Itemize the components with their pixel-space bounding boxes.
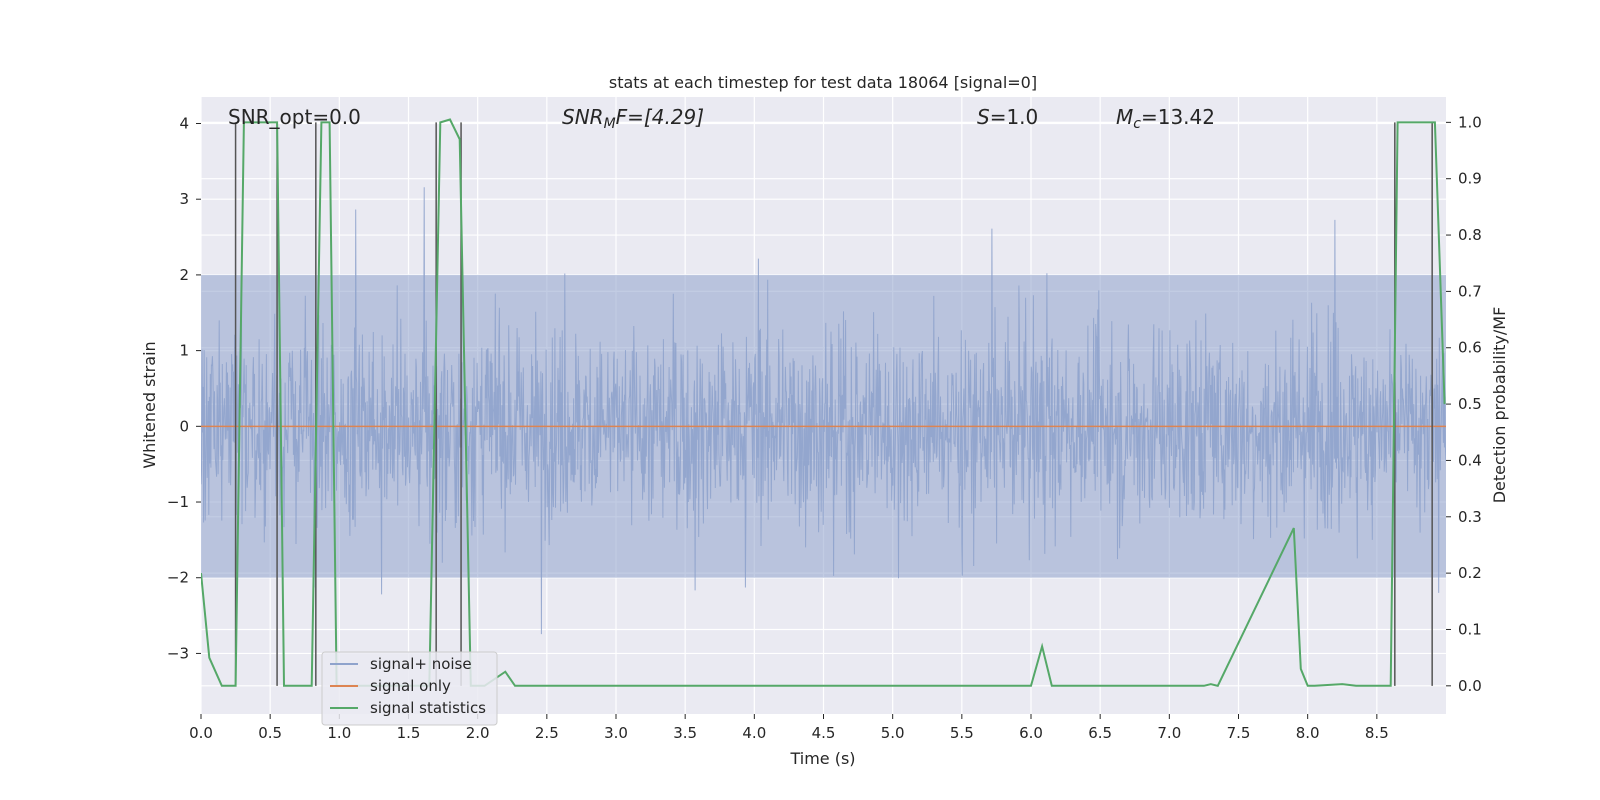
- y-right-tick-5: 0.5: [1458, 395, 1482, 413]
- legend-box: [321, 651, 498, 726]
- y-left-axis-label: Whitened strain: [140, 341, 159, 468]
- x-tick-4: 2.0: [466, 724, 490, 742]
- x-axis-label: Time (s): [789, 749, 855, 768]
- s-symbol: S: [977, 105, 990, 129]
- y-left-tick-5: 2: [179, 266, 189, 284]
- x-axis-ticks: 0.0 0.5 1.0 1.5 2.0 2.5 3.0 3.5 4.0 4.5 5.0 5.5 6.0 6…: [189, 714, 1389, 742]
- x-tick-10: 5.0: [881, 724, 905, 742]
- legend-label-signal-noise: signal+ noise: [370, 655, 472, 673]
- mc-subscript: c: [1133, 116, 1141, 132]
- series-signal-statistics: [201, 118, 1446, 687]
- noise-trace: [201, 187, 1446, 635]
- annotation-s: S=1.0: [977, 105, 1038, 129]
- y-right-tick-8: 0.8: [1458, 226, 1482, 244]
- x-tick-14: 7.0: [1157, 724, 1181, 742]
- annotation-snr-mf: SNRMF=[4.29]: [562, 105, 704, 132]
- y-right-tick-1: 0.1: [1458, 620, 1482, 638]
- y-right-tick-6: 0.6: [1458, 339, 1482, 357]
- x-tick-13: 6.5: [1088, 724, 1112, 742]
- y-right-tick-3: 0.3: [1458, 508, 1482, 526]
- y-left-tick-3: 0: [179, 417, 189, 435]
- x-tick-5: 2.5: [535, 724, 559, 742]
- x-tick-3: 1.5: [397, 724, 421, 742]
- x-tick-15: 7.5: [1227, 724, 1251, 742]
- x-tick-7: 3.5: [673, 724, 697, 742]
- mc-symbol: M: [1116, 105, 1133, 129]
- legend: signal+ noise signal only signal statist…: [321, 651, 498, 726]
- y-left-tick-1: −2: [167, 569, 189, 587]
- x-tick-16: 8.0: [1296, 724, 1320, 742]
- x-tick-0: 0.0: [189, 724, 213, 742]
- y-left-tick-7: 4: [179, 114, 189, 132]
- x-tick-11: 5.5: [950, 724, 974, 742]
- x-tick-6: 3.0: [604, 724, 628, 742]
- y-right-tick-9: 0.9: [1458, 170, 1482, 188]
- y-left-tick-0: −3: [167, 644, 189, 662]
- y-right-axis-ticks: 0.0 0.1 0.2 0.3 0.4 0.5 0.6 0.7 0.8 0.9 1.0: [1446, 113, 1482, 695]
- annotation-mc: Mc=13.42: [1116, 105, 1215, 132]
- y-right-tick-2: 0.2: [1458, 564, 1482, 582]
- x-tick-1: 0.5: [258, 724, 282, 742]
- y-left-tick-2: −1: [167, 493, 189, 511]
- y-left-axis-ticks: −3 −2 −1 0 1 2 3 4: [167, 114, 201, 662]
- y-right-axis-label: Detection probability/MF: [1490, 307, 1509, 504]
- y-right-tick-0: 0.0: [1458, 677, 1482, 695]
- legend-label-signal-statistics: signal statistics: [370, 699, 486, 717]
- y-left-tick-4: 1: [179, 342, 189, 360]
- snr-mf-value: F=[4.29]: [616, 105, 704, 129]
- y-left-tick-6: 3: [179, 190, 189, 208]
- chart-title: stats at each timestep for test data 180…: [609, 73, 1037, 92]
- snr-mf-subscript: M: [604, 116, 616, 132]
- mc-value: =13.42: [1141, 105, 1215, 129]
- x-tick-8: 4.0: [742, 724, 766, 742]
- y-right-tick-10: 1.0: [1458, 113, 1482, 131]
- s-value: =1.0: [990, 105, 1039, 129]
- x-tick-2: 1.0: [327, 724, 351, 742]
- annotation-snr-opt: SNR_opt=0.0: [228, 105, 361, 129]
- y-right-tick-4: 0.4: [1458, 451, 1482, 469]
- x-tick-17: 8.5: [1365, 724, 1389, 742]
- y-right-tick-7: 0.7: [1458, 282, 1482, 300]
- snr-mf-symbol: SNR: [562, 105, 604, 129]
- legend-label-signal-only: signal only: [370, 677, 451, 695]
- x-tick-9: 4.5: [812, 724, 836, 742]
- x-tick-12: 6.0: [1019, 724, 1043, 742]
